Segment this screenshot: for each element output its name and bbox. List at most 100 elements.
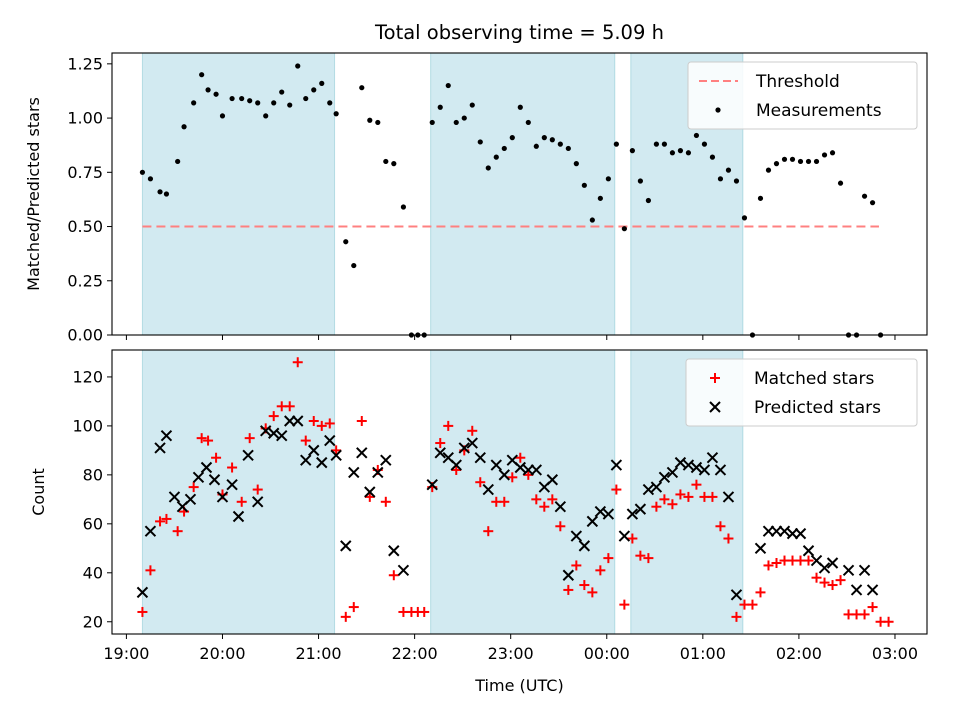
predicted-star-point-b (340, 540, 352, 552)
measurement-point (677, 148, 684, 154)
predicted-star-point (714, 464, 727, 476)
predicted-star-point-b (594, 505, 607, 518)
measurement-point (287, 102, 293, 108)
matched-star-point (611, 484, 622, 495)
x-tick-label: 21:00 (295, 644, 341, 663)
predicted-star-point-b (474, 452, 486, 464)
measurement-point (391, 161, 397, 167)
measurement-point (725, 167, 732, 173)
predicted-star-point-b (216, 491, 229, 503)
y-tick-label: 0.50 (67, 217, 103, 236)
x-tick-label: 03:00 (872, 644, 918, 663)
matched-star-point (145, 565, 156, 576)
y-tick-label: 0.75 (67, 163, 103, 182)
predicted-star-point (168, 491, 181, 503)
matched-star-point (707, 491, 718, 502)
measurement-point (557, 141, 563, 147)
predicted-star-point (682, 459, 695, 471)
top-axes-frame (111, 52, 928, 336)
measurement-point (263, 113, 269, 119)
predicted-star-point-b (482, 483, 494, 496)
predicted-star-point (602, 508, 615, 520)
matched-star-point (755, 587, 766, 598)
matched-star-point (747, 599, 758, 610)
matched-star-point (340, 611, 351, 622)
y-tick-label: 40 (83, 563, 103, 582)
predicted-star-point-b (252, 496, 264, 508)
predicted-star-point (586, 515, 599, 528)
x-tick-label: 01:00 (680, 644, 726, 663)
predicted-star-point-b (642, 483, 655, 496)
matched-star-point (635, 550, 646, 561)
x-tick-label: 19:00 (103, 644, 149, 663)
measurement-point (701, 141, 708, 147)
measurement-point (303, 95, 309, 102)
matched-star-point (324, 418, 335, 429)
x-tick-label: 23:00 (488, 644, 534, 663)
predicted-star-point (372, 466, 384, 479)
matched-star-point (587, 587, 598, 598)
matched-star-point (443, 420, 454, 431)
matched-star-point (539, 501, 550, 512)
measurement-point (669, 150, 676, 156)
predicted-star-point (192, 471, 205, 484)
predicted-star-point-b (226, 478, 238, 491)
predicted-star-point (458, 442, 470, 454)
measurement-point (429, 119, 435, 126)
measurement-point (295, 63, 301, 69)
measurement-point (821, 152, 828, 158)
x-axis-label: Time (UTC) (474, 676, 563, 695)
predicted-star-point-b (722, 491, 735, 503)
matched-star-point (475, 477, 486, 488)
predicted-star-point (397, 564, 410, 577)
predicted-star-point (226, 478, 238, 491)
bottom-x-ticks: 19:00 20:00 21:00 22:00 23:00 00:00 01:00 02:00… (103, 634, 918, 663)
measurement-point (861, 193, 868, 199)
legend-threshold-label: Threshold (755, 72, 840, 92)
predicted-star-point (324, 434, 336, 447)
predicted-star-point-b (450, 459, 462, 471)
predicted-star-point-b (154, 442, 166, 454)
predicted-star-point (578, 540, 591, 552)
matched-star-point (244, 433, 255, 444)
predicted-star-point-b (466, 437, 478, 449)
measurement-point (485, 165, 491, 171)
predicted-star-point-b (458, 442, 470, 454)
measurement-point (717, 176, 724, 182)
measurement-point (319, 80, 325, 86)
measurement-point (400, 204, 407, 210)
bottom-y-axis-label: Count (29, 468, 48, 516)
matched-star-point (883, 616, 894, 627)
matched-star-point (316, 420, 327, 431)
measurement-point (597, 195, 603, 201)
predicted-star-point (658, 471, 671, 484)
measurement-point (175, 158, 181, 165)
matched-star-point (555, 521, 566, 532)
bottom-panel: 20 40 60 80 100 120 19:00 20:00 21:00 22:00 23:00… (29, 349, 928, 695)
predicted-star-point (666, 466, 679, 479)
predicted-star-point (562, 569, 575, 581)
predicted-star-point-b (578, 540, 591, 552)
y-tick-label: 1.00 (67, 109, 103, 128)
predicted-star-point (154, 442, 166, 454)
predicted-star-point (276, 429, 288, 442)
top-legend-box (687, 61, 918, 130)
predicted-star-point (570, 530, 583, 542)
measurement-points (139, 63, 884, 338)
predicted-star-point-b (602, 508, 615, 520)
predicted-star-point (858, 564, 871, 577)
predicted-star-point-b (778, 525, 791, 537)
predicted-star-point-b (554, 500, 567, 513)
measurement-point (139, 169, 146, 175)
predicted-star-point-b (810, 554, 823, 567)
predicted-star-point-b (300, 454, 312, 466)
bottom-axes-frame (111, 349, 928, 635)
matched-star-point (723, 533, 734, 544)
predicted-star-point (216, 491, 229, 503)
matched-star-point (563, 584, 574, 595)
measurement-point (541, 135, 547, 141)
predicted-star-point-b (434, 447, 446, 459)
measurement-point (239, 95, 245, 102)
predicted-star-point-b (706, 452, 719, 464)
